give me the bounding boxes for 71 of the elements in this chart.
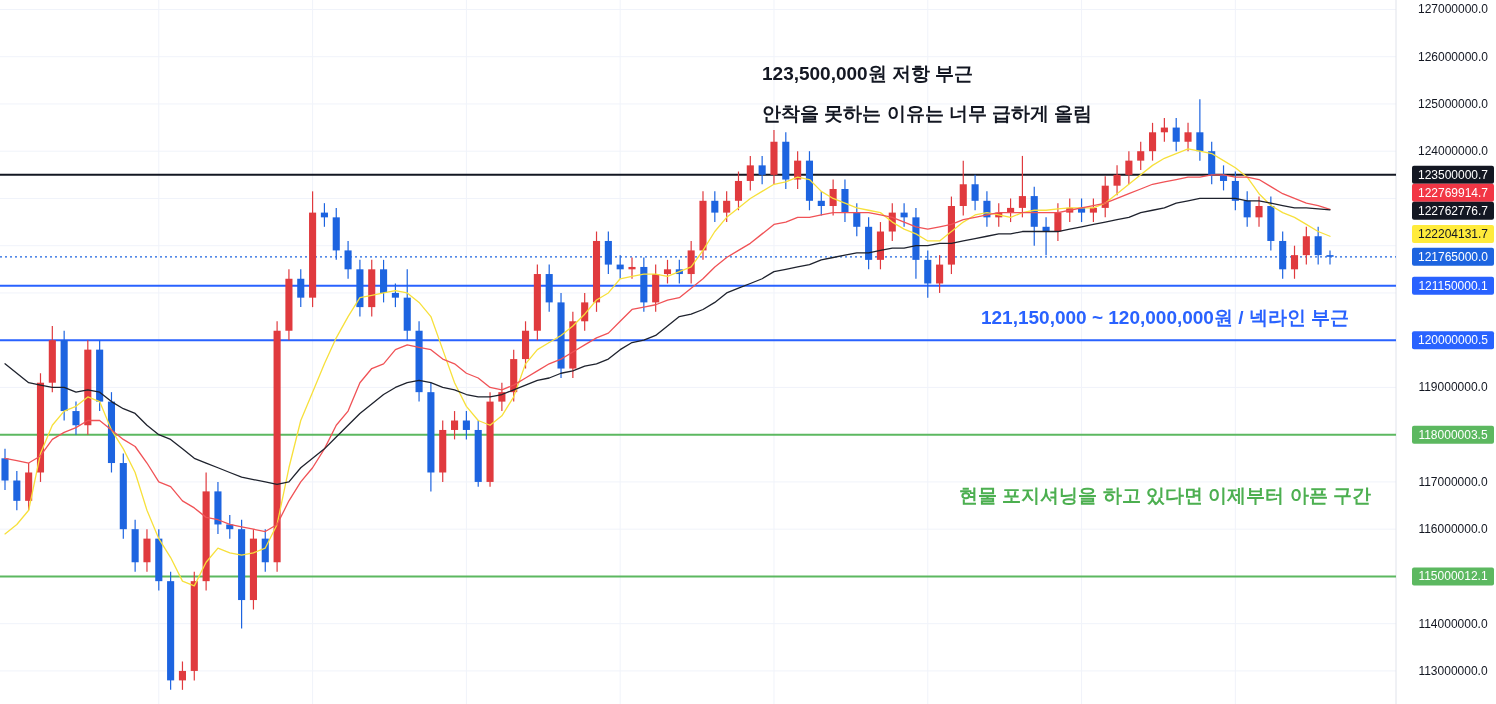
candlestick xyxy=(72,401,80,436)
annotation: 121,150,000 ~ 120,000,000원 / 넥라인 부근 xyxy=(980,307,1350,328)
candlestick xyxy=(451,410,459,441)
candlestick xyxy=(1196,98,1204,162)
candlestick xyxy=(143,528,151,573)
candlestick xyxy=(178,660,186,691)
candlestick xyxy=(1125,150,1133,185)
candlestick xyxy=(711,190,719,223)
candlestick xyxy=(936,254,944,294)
price-tag: 120000000.5 xyxy=(1412,331,1494,350)
candlestick xyxy=(1137,141,1145,171)
candlestick xyxy=(1208,141,1216,185)
ref-line-label: 120000000.5 xyxy=(1417,333,1489,348)
price-tag: 122204131.7 xyxy=(1412,225,1494,243)
candlestick xyxy=(13,470,21,511)
price-tag: 123500000.7 xyxy=(1412,165,1494,184)
candlestick xyxy=(297,268,305,308)
y-tick-label: 113000000.0 xyxy=(1418,663,1488,678)
candlestick xyxy=(380,259,388,303)
candlestick xyxy=(1184,122,1192,152)
candlestick xyxy=(1,448,9,491)
candlestick xyxy=(687,240,695,285)
candlestick xyxy=(829,178,837,217)
candlestick xyxy=(628,256,636,280)
candlestick xyxy=(1113,164,1121,196)
y-tick-label: 125000000.0 xyxy=(1417,96,1489,111)
candlestick xyxy=(758,155,766,185)
candlestick xyxy=(959,160,967,217)
price-tag: 115000012.1 xyxy=(1412,567,1494,586)
candlestick xyxy=(746,155,754,192)
candlestick xyxy=(604,230,612,275)
candlestick xyxy=(1255,195,1263,228)
price-tag: 118000003.5 xyxy=(1412,425,1494,444)
ref-line-label: 123500000.7 xyxy=(1417,167,1489,182)
candlestick xyxy=(1302,226,1310,266)
price-tag: 121765000.0 xyxy=(1412,247,1494,266)
candlestick xyxy=(1149,122,1157,162)
ref-line-label: 118000003.5 xyxy=(1418,427,1488,442)
y-tick-label: 124000000.0 xyxy=(1417,144,1489,159)
annotation: 현물 포지셔닝을 하고 있다면 이제부터 아픈 구간 xyxy=(959,485,1371,506)
y-tick-label: 114000000.0 xyxy=(1418,616,1488,631)
candlestick xyxy=(1290,245,1299,280)
candlestick xyxy=(344,240,352,280)
candlestick xyxy=(1231,170,1239,211)
candlestick xyxy=(498,382,506,412)
ref-line-label: 115000012.1 xyxy=(1418,569,1488,584)
candlestick xyxy=(734,170,743,211)
candlestick xyxy=(391,282,399,308)
y-tick-label: 116000000.0 xyxy=(1418,522,1488,537)
candlestick xyxy=(1243,190,1251,228)
candlestick xyxy=(663,259,672,285)
candlestick xyxy=(817,190,825,217)
candlestick xyxy=(1089,197,1097,223)
y-tick-label: 117000000.0 xyxy=(1418,474,1488,489)
candlestick xyxy=(723,190,731,223)
y-tick-label: 119000000.0 xyxy=(1418,380,1488,395)
candlestick xyxy=(1054,202,1062,242)
ref-line-label: 121765000.0 xyxy=(1417,249,1489,264)
ref-line-label: 121150000.1 xyxy=(1418,278,1488,293)
candlestick xyxy=(1172,117,1180,152)
annotation: 안착을 못하는 이유는 너무 급하게 올림 xyxy=(762,103,1093,124)
candlestick xyxy=(462,410,470,441)
candlestick xyxy=(971,174,979,211)
candlestick xyxy=(794,150,802,190)
candlestick xyxy=(1018,155,1026,218)
annotation: 123,500,000원 저항 부근 xyxy=(762,63,974,84)
y-tick-label: 127000000.0 xyxy=(1417,2,1489,17)
candlestick xyxy=(841,178,849,223)
price-tag: 121150000.1 xyxy=(1412,276,1494,295)
candlestick xyxy=(853,202,861,237)
y-tick-label: 126000000.0 xyxy=(1417,49,1489,64)
